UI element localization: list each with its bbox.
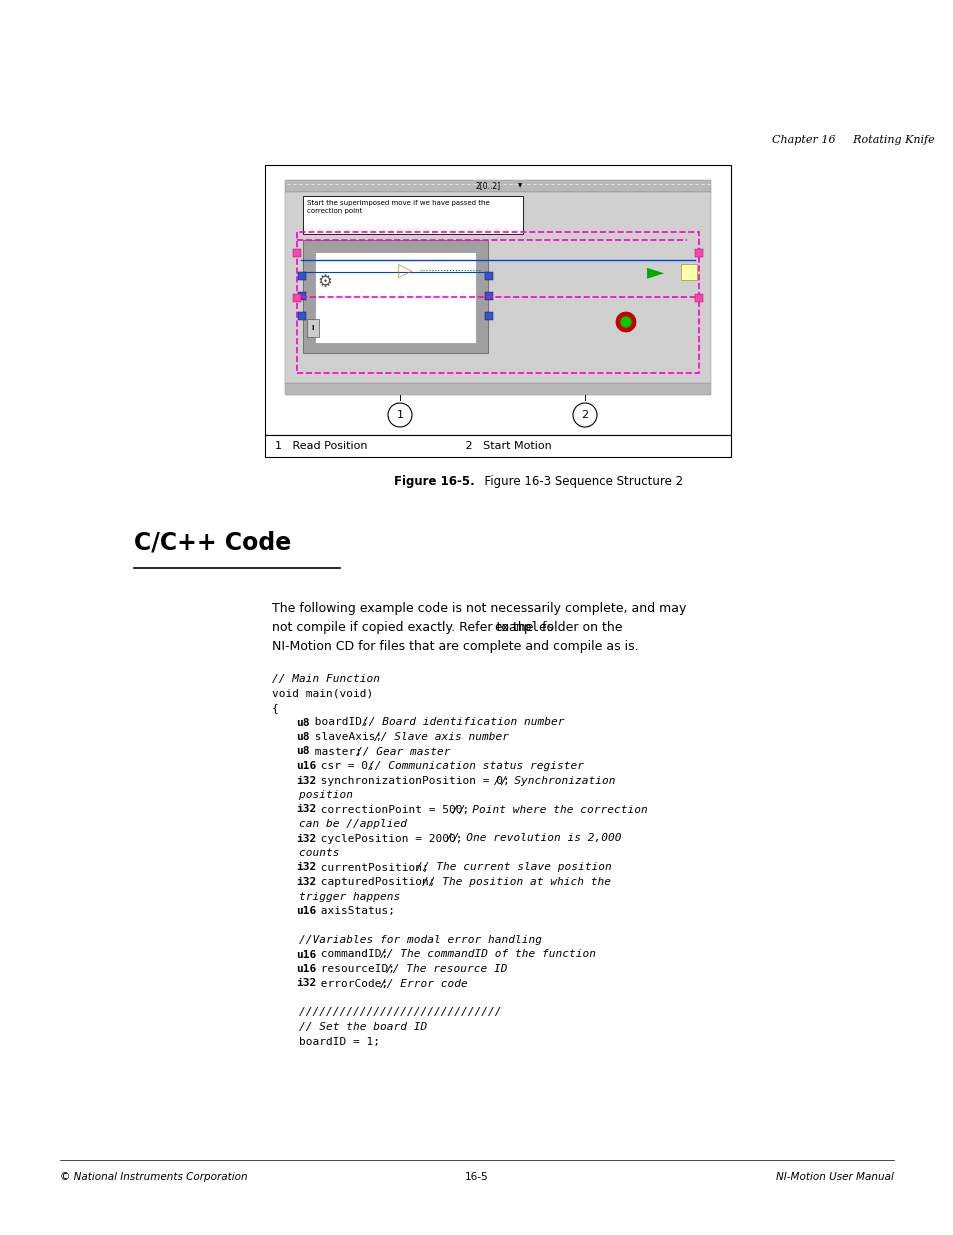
Text: // Set the board ID: // Set the board ID — [272, 1023, 427, 1032]
Text: ▼: ▼ — [517, 184, 521, 189]
Text: i32: i32 — [295, 776, 315, 785]
Text: ▷: ▷ — [397, 261, 412, 279]
Circle shape — [620, 317, 630, 327]
Text: void main(void): void main(void) — [272, 688, 373, 699]
Text: errorCode;: errorCode; — [314, 978, 388, 988]
Text: NI-Motion User Manual: NI-Motion User Manual — [776, 1172, 893, 1182]
Bar — [297, 291, 306, 300]
Bar — [265, 165, 730, 435]
Bar — [293, 294, 301, 303]
Text: 2: 2 — [580, 410, 588, 420]
Text: // One revolution is 2,000: // One revolution is 2,000 — [446, 834, 620, 844]
Bar — [680, 264, 697, 280]
Text: i32: i32 — [295, 804, 315, 815]
Text: synchronizationPosition = 0;: synchronizationPosition = 0; — [314, 776, 516, 785]
Text: u16: u16 — [295, 906, 315, 916]
Text: can be //applied: can be //applied — [272, 819, 407, 829]
Bar — [265, 435, 730, 457]
Bar — [293, 249, 301, 257]
Text: C/C++ Code: C/C++ Code — [133, 530, 291, 555]
Bar — [484, 291, 493, 300]
Text: folder on the: folder on the — [537, 621, 621, 634]
Bar — [307, 319, 318, 337]
Text: i32: i32 — [295, 862, 315, 872]
Bar — [314, 252, 476, 343]
Text: counts: counts — [272, 848, 339, 858]
Bar — [296, 232, 699, 373]
Text: u16: u16 — [295, 761, 315, 771]
Text: axisStatus;: axisStatus; — [314, 906, 395, 916]
Bar — [484, 272, 493, 280]
Text: resourceID;: resourceID; — [314, 965, 395, 974]
Text: {: { — [272, 703, 278, 713]
Text: Figure 16-5.: Figure 16-5. — [394, 475, 475, 488]
Text: NI-Motion CD for files that are complete and compile as is.: NI-Motion CD for files that are complete… — [272, 640, 638, 653]
Text: capturedPosition;: capturedPosition; — [314, 877, 435, 887]
Text: u8: u8 — [295, 732, 309, 742]
Text: position: position — [272, 790, 353, 800]
Text: I: I — [312, 325, 314, 331]
Text: The following example code is not necessarily complete, and may: The following example code is not necess… — [272, 601, 685, 615]
Bar — [695, 294, 702, 303]
Text: © National Instruments Corporation: © National Instruments Corporation — [60, 1172, 248, 1182]
Text: // Point where the correction: // Point where the correction — [452, 804, 647, 815]
Text: // The commandID of the function: // The commandID of the function — [379, 950, 596, 960]
Text: // Error code: // Error code — [379, 978, 467, 988]
Text: //Variables for modal error handling: //Variables for modal error handling — [272, 935, 541, 945]
Text: u8: u8 — [295, 746, 309, 757]
Text: correctionPoint = 500;: correctionPoint = 500; — [314, 804, 469, 815]
Bar — [303, 196, 522, 233]
Text: trigger happens: trigger happens — [272, 892, 400, 902]
Text: u16: u16 — [295, 950, 315, 960]
Text: // The resource ID: // The resource ID — [386, 965, 507, 974]
Text: //////////////////////////////: ////////////////////////////// — [272, 1008, 501, 1018]
Text: i32: i32 — [295, 877, 315, 887]
Circle shape — [616, 312, 636, 332]
Text: u8: u8 — [295, 718, 309, 727]
Text: Chapter 16     Rotating Knife: Chapter 16 Rotating Knife — [771, 135, 934, 144]
Text: boardID = 1;: boardID = 1; — [272, 1036, 379, 1046]
Text: 16-5: 16-5 — [465, 1172, 488, 1182]
Text: i32: i32 — [295, 834, 315, 844]
Text: // The position at which the: // The position at which the — [421, 877, 610, 887]
Text: // Board identification number: // Board identification number — [361, 718, 564, 727]
Text: i32: i32 — [295, 978, 315, 988]
Text: Start the superimposed move if we have passed the
correction point: Start the superimposed move if we have p… — [307, 200, 489, 214]
Text: slaveAxis;: slaveAxis; — [308, 732, 382, 742]
Bar — [297, 312, 306, 320]
Text: // Communication status register: // Communication status register — [368, 761, 583, 771]
Text: 1: 1 — [396, 410, 403, 420]
Circle shape — [573, 403, 597, 427]
Bar — [297, 272, 306, 280]
Text: boardID;: boardID; — [308, 718, 369, 727]
Text: 1   Read Position                            2   Start Motion: 1 Read Position 2 Start Motion — [274, 441, 551, 451]
Circle shape — [388, 403, 412, 427]
Text: master;: master; — [308, 746, 361, 757]
Text: commandID;: commandID; — [314, 950, 388, 960]
Bar — [484, 312, 493, 320]
Text: // Main Function: // Main Function — [272, 674, 379, 684]
Text: 2[0..2]: 2[0..2] — [475, 182, 500, 190]
Text: u16: u16 — [295, 965, 315, 974]
Text: currentPosition;: currentPosition; — [314, 862, 428, 872]
Bar — [695, 249, 702, 257]
Bar — [285, 383, 710, 395]
Bar — [285, 191, 710, 383]
Text: ⚙: ⚙ — [317, 273, 332, 291]
Text: // Synchronization: // Synchronization — [494, 776, 615, 785]
Bar — [285, 180, 710, 191]
Text: ►: ► — [647, 262, 664, 282]
Text: // Slave axis number: // Slave axis number — [374, 732, 509, 742]
Text: examples: examples — [494, 621, 554, 634]
Text: // Gear master: // Gear master — [355, 746, 450, 757]
Text: not compile if copied exactly. Refer to the: not compile if copied exactly. Refer to … — [272, 621, 537, 634]
Text: // The current slave position: // The current slave position — [416, 862, 611, 872]
Text: csr = 0;: csr = 0; — [314, 761, 375, 771]
Text: cyclePosition = 2000;: cyclePosition = 2000; — [314, 834, 462, 844]
Bar — [303, 240, 488, 353]
Text: Figure 16-3 Sequence Structure 2: Figure 16-3 Sequence Structure 2 — [476, 475, 682, 488]
